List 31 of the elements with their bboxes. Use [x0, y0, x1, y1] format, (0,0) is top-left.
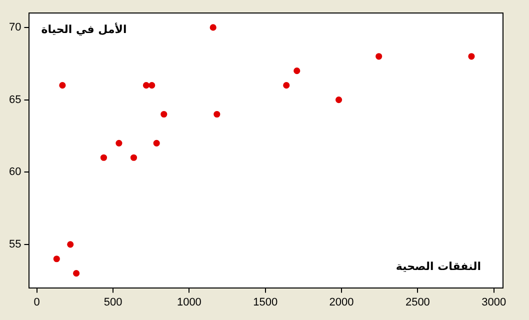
- point: [210, 24, 216, 31]
- point: [130, 154, 138, 161]
- y-tick-label: 55: [8, 238, 22, 250]
- x-tick-label: 0: [34, 296, 40, 308]
- x-tick-label: 1500: [253, 296, 278, 308]
- y-tick-label: 70: [8, 21, 22, 34]
- point: [376, 53, 382, 60]
- point: [153, 140, 160, 146]
- y-tick-label: 60: [8, 166, 22, 178]
- point: [283, 82, 290, 89]
- x-tick-label: 500: [104, 296, 122, 308]
- point: [214, 110, 220, 118]
- point: [67, 241, 74, 248]
- x-tick-label: 2000: [329, 296, 354, 308]
- y-axis-title: الأمل في الحياة: [41, 22, 127, 36]
- point: [73, 270, 80, 277]
- point: [100, 154, 108, 161]
- point: [294, 68, 300, 74]
- point: [468, 53, 475, 60]
- x-tick-label: 1000: [176, 296, 202, 308]
- point: [148, 82, 156, 89]
- point: [59, 82, 66, 89]
- x-tick-label: 3000: [482, 296, 506, 308]
- y-tick-label: 65: [8, 94, 22, 106]
- point: [116, 140, 122, 146]
- x-axis-title: النفقات الصحية: [396, 260, 481, 273]
- point: [160, 110, 168, 118]
- point: [53, 256, 60, 262]
- x-tick-label: 2500: [405, 296, 430, 308]
- point: [142, 82, 150, 89]
- point: [335, 96, 342, 104]
